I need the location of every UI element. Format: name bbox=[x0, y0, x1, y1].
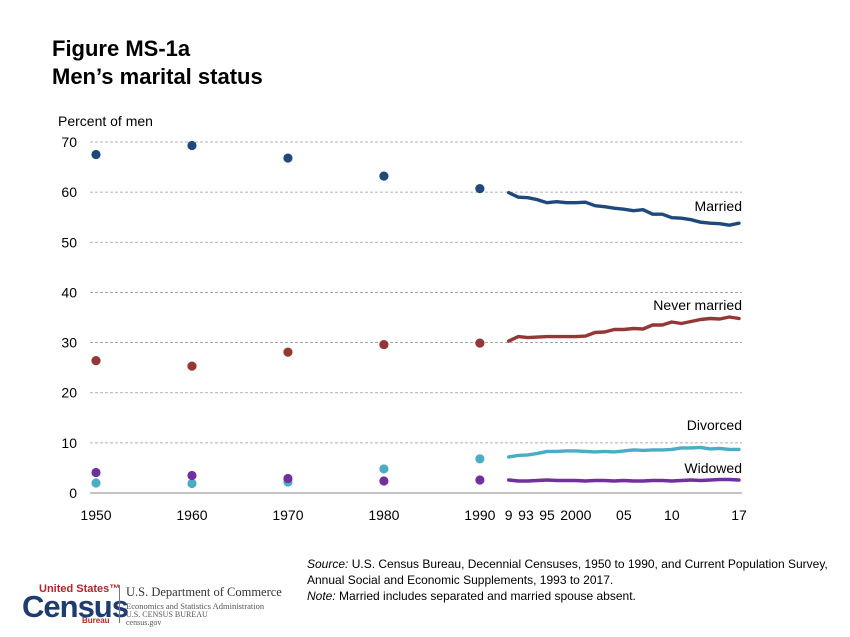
married-point-1970 bbox=[283, 153, 293, 163]
divorced-point-1960 bbox=[187, 478, 197, 489]
widowed-point-1980 bbox=[379, 476, 389, 486]
never-married-line bbox=[507, 315, 741, 343]
y-tick-label-20: 20 bbox=[61, 385, 77, 401]
x-tick-label-93: 93 bbox=[518, 507, 534, 523]
source-note: Source: U.S. Census Bureau, Decennial Ce… bbox=[307, 556, 837, 604]
source-line: Source: U.S. Census Bureau, Decennial Ce… bbox=[307, 556, 837, 588]
widowed-point-1950 bbox=[91, 467, 101, 478]
never-married-point-1950 bbox=[91, 356, 101, 366]
divorced-line bbox=[507, 445, 741, 459]
series-group bbox=[91, 140, 741, 489]
married-point-1980 bbox=[379, 171, 389, 181]
x-tick-labels: 1950 1960 1970 1980 1990 9 93 95 2000 05 10 17 bbox=[80, 507, 747, 523]
y-tick-label-0: 0 bbox=[69, 485, 77, 501]
x-tick-label-1960: 1960 bbox=[176, 507, 207, 523]
never-married-point-1990 bbox=[475, 338, 485, 348]
x-tick-label-17: 17 bbox=[731, 507, 747, 523]
logo-census-wordmark: Census bbox=[22, 589, 129, 624]
y-tick-label-70: 70 bbox=[61, 134, 77, 150]
never-married-point-1960 bbox=[187, 361, 197, 371]
series-label-widowed: Widowed bbox=[684, 460, 742, 476]
widowed-point-1990 bbox=[475, 475, 485, 485]
y-tick-label-50: 50 bbox=[61, 234, 77, 250]
note-label: Note: bbox=[307, 589, 336, 603]
x-tick-label-10: 10 bbox=[664, 507, 680, 523]
x-tick-label-2000: 2000 bbox=[560, 507, 591, 523]
series-widowed bbox=[91, 467, 741, 486]
series-labels: Married Never married Divorced Widowed bbox=[653, 198, 742, 476]
gridlines bbox=[90, 141, 742, 494]
source-text: U.S. Census Bureau, Decennial Censuses, … bbox=[307, 557, 828, 587]
x-tick-label-95: 95 bbox=[539, 507, 555, 523]
note-line: Note: Married includes separated and mar… bbox=[307, 588, 837, 604]
y-tick-label-30: 30 bbox=[61, 335, 77, 351]
married-point-1950 bbox=[91, 149, 101, 160]
source-label: Source: bbox=[307, 557, 349, 571]
logo-bureau: Bureau bbox=[82, 616, 110, 625]
divorced-point-1980 bbox=[379, 464, 389, 474]
x-tick-label-1990: 1990 bbox=[464, 507, 495, 523]
never-married-point-1980 bbox=[379, 339, 389, 350]
logo-divider bbox=[119, 585, 120, 623]
logo-administration: Economics and Statistics Administration bbox=[126, 601, 265, 611]
x-tick-label-05: 05 bbox=[616, 507, 632, 523]
logo-united-states: United States™ bbox=[39, 583, 121, 595]
x-tick-label-1950: 1950 bbox=[80, 507, 111, 523]
series-label-married: Married bbox=[695, 198, 742, 214]
y-tick-label-40: 40 bbox=[61, 284, 77, 300]
y-tick-label-60: 60 bbox=[61, 184, 77, 200]
logo-bureau-name: U.S. CENSUS BUREAU bbox=[126, 610, 208, 619]
logo-department: U.S. Department of Commerce bbox=[126, 585, 282, 599]
logo-website: census.gov bbox=[126, 618, 162, 627]
chart-title-line1: Figure MS-1a bbox=[52, 36, 191, 61]
married-point-1960 bbox=[187, 140, 197, 151]
never-married-point-1970 bbox=[283, 347, 293, 357]
y-tick-labels: 0 10 20 30 40 50 60 70 bbox=[61, 134, 77, 501]
married-line bbox=[507, 190, 741, 227]
series-label-never-married: Never married bbox=[653, 297, 742, 313]
widowed-point-1970 bbox=[283, 473, 293, 484]
divorced-point-1950 bbox=[91, 478, 101, 488]
married-point-1990 bbox=[475, 184, 485, 194]
x-tick-label-1980: 1980 bbox=[368, 507, 399, 523]
widowed-point-1960 bbox=[187, 470, 197, 481]
y-axis-label: Percent of men bbox=[58, 113, 153, 129]
x-tick-label-1970: 1970 bbox=[272, 507, 303, 523]
series-label-divorced: Divorced bbox=[687, 417, 742, 433]
x-tick-label-9: 9 bbox=[505, 507, 513, 523]
note-text: Married includes separated and married s… bbox=[335, 589, 636, 603]
widowed-line bbox=[507, 477, 741, 483]
series-married bbox=[91, 140, 741, 227]
divorced-point-1990 bbox=[475, 454, 485, 464]
chart-title-line2: Men’s marital status bbox=[52, 64, 263, 89]
y-tick-label-10: 10 bbox=[61, 435, 77, 451]
series-never-married bbox=[91, 315, 741, 371]
